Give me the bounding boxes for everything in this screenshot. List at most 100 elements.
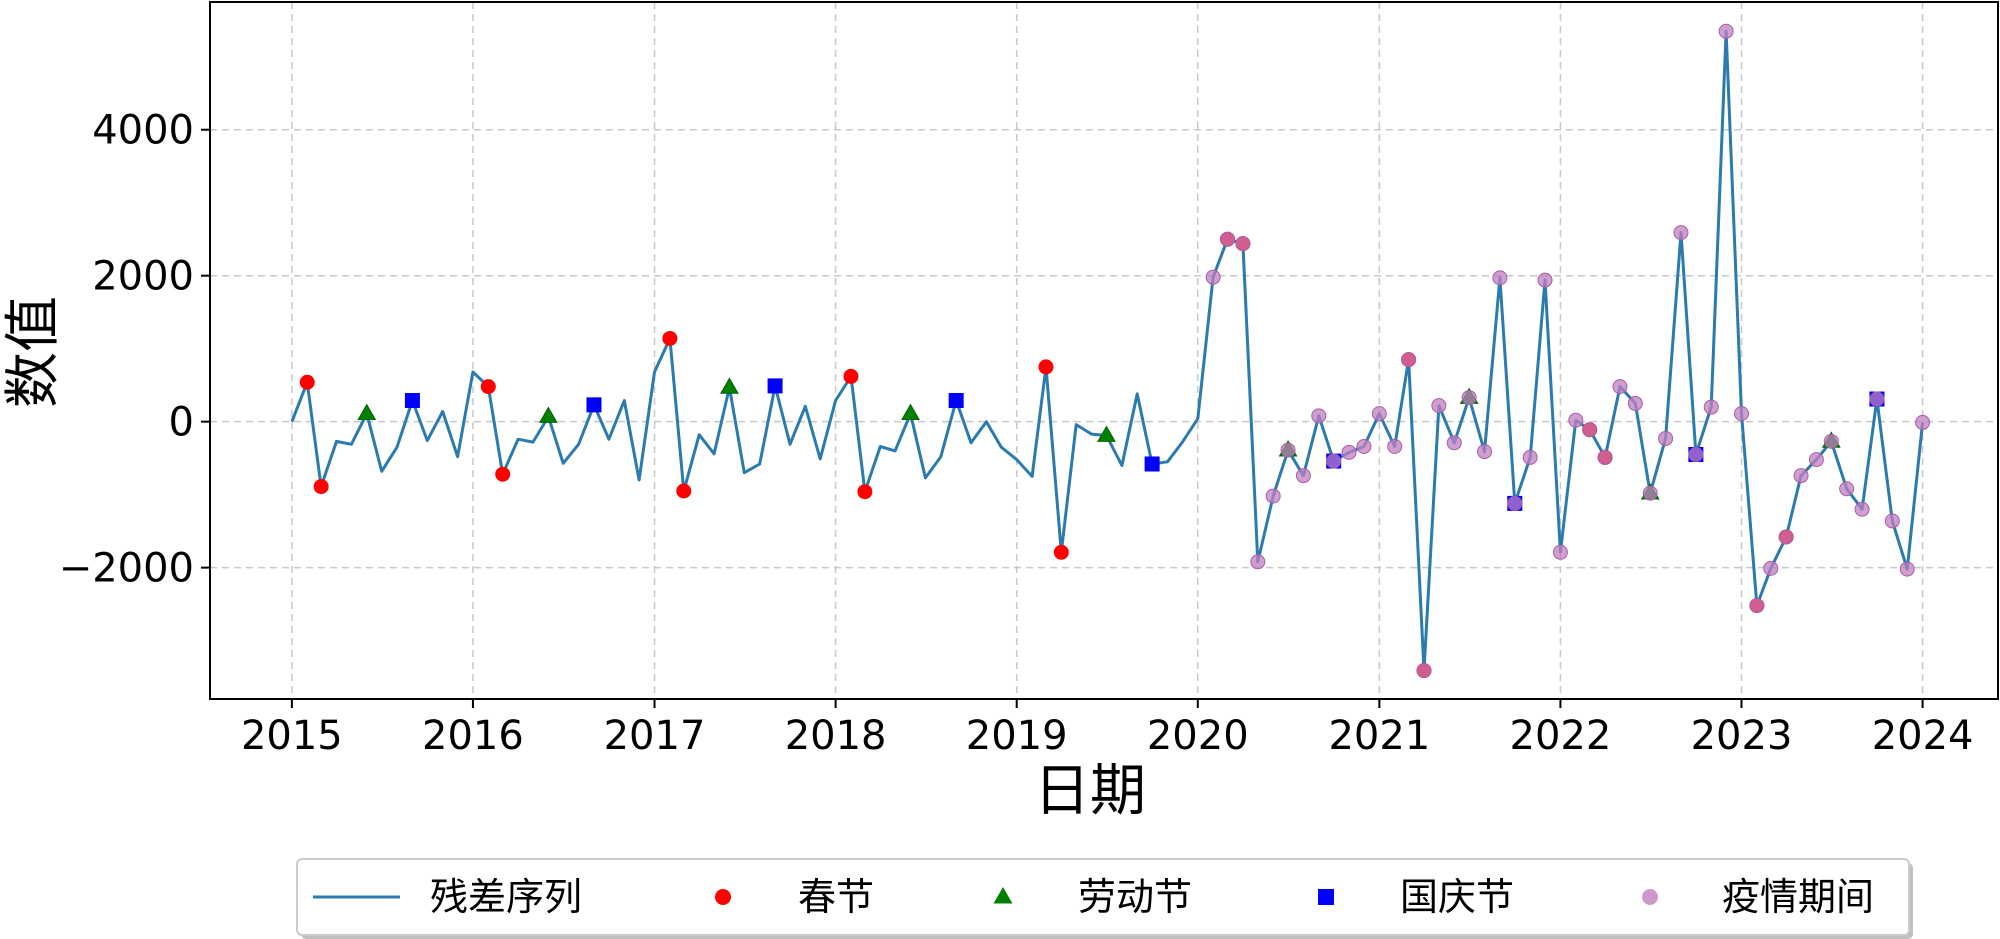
pandemic-period-marker — [1311, 408, 1327, 424]
legend-items: 残差序列 春节 劳动节 国庆节 疫情期间 — [313, 875, 1874, 919]
pandemic-period-marker — [1326, 453, 1342, 469]
x-axis-ticks: 2015 2016 2017 2018 2019 2020 2021 2022 2023 2024 — [241, 699, 1974, 759]
y-tick-label: −2000 — [59, 546, 194, 592]
legend-label-labor: 劳动节 — [1078, 875, 1192, 919]
pandemic-period-marker — [1808, 452, 1824, 468]
pandemic-period-marker — [1642, 485, 1658, 501]
legend-swatch-spring — [715, 889, 731, 905]
pandemic-period-marker — [1869, 391, 1885, 407]
pandemic-period-marker — [1658, 430, 1674, 446]
x-tick-label: 2020 — [1147, 713, 1249, 759]
y-tick-label: 4000 — [92, 108, 194, 154]
pandemic-period-marker — [1446, 435, 1462, 451]
plot-area-frame — [209, 1, 1999, 700]
x-tick-label: 2018 — [785, 713, 887, 759]
grid-lines — [210, 2, 1998, 699]
x-tick-label: 2015 — [241, 713, 343, 759]
pandemic-period-marker — [1280, 442, 1296, 458]
pandemic-period-marker — [1537, 272, 1553, 288]
pandemic-period-marker — [1763, 560, 1779, 576]
pandemic-period-marker — [1568, 412, 1584, 428]
pandemic-period-marker — [1220, 231, 1236, 247]
pandemic-period-marker — [1627, 395, 1643, 411]
x-tick-label: 2019 — [966, 713, 1068, 759]
pandemic-period-marker — [1356, 438, 1372, 454]
marker-layer — [299, 23, 1931, 679]
x-tick-label: 2022 — [1510, 713, 1612, 759]
pandemic-period-marker — [1295, 468, 1311, 484]
pandemic-period-marker — [1401, 352, 1417, 368]
x-axis-title: 日期 — [1034, 759, 1146, 824]
x-tick-label: 2017 — [604, 713, 706, 759]
x-tick-label: 2023 — [1691, 713, 1793, 759]
pandemic-period-marker — [1492, 270, 1508, 286]
spring-festival-marker — [1038, 359, 1054, 375]
pandemic-period-marker — [1688, 447, 1704, 463]
national-day-marker — [1144, 456, 1160, 472]
y-axis-ticks: −2000 0 2000 4000 — [59, 108, 210, 592]
national-day-marker — [586, 397, 602, 413]
spring-festival-marker — [299, 374, 315, 390]
pandemic-period-marker — [1341, 444, 1357, 460]
labor-day-marker — [538, 406, 558, 423]
pandemic-period-marker — [1612, 379, 1628, 395]
x-tick-label: 2021 — [1328, 713, 1430, 759]
pandemic-period-marker — [1718, 23, 1734, 39]
pandemic-period-marker — [1899, 561, 1915, 577]
pandemic-period-marker — [1597, 449, 1613, 465]
pandemic-period-marker — [1673, 225, 1689, 241]
pandemic-period-marker — [1431, 398, 1447, 414]
legend-swatch-pandemic — [1642, 889, 1658, 905]
pandemic-period-marker — [1884, 513, 1900, 529]
national-day-marker — [404, 392, 420, 408]
pandemic-period-marker — [1915, 414, 1931, 430]
spring-festival-marker — [1053, 544, 1069, 560]
pandemic-period-marker — [1235, 236, 1251, 252]
legend-label-pandemic: 疫情期间 — [1722, 875, 1874, 919]
y-tick-label: 2000 — [92, 254, 194, 300]
y-axis-title: 数值 — [1, 296, 66, 408]
pandemic-period-marker — [1552, 544, 1568, 560]
x-tick-label: 2024 — [1872, 713, 1974, 759]
national-day-marker — [767, 378, 783, 394]
pandemic-period-marker — [1854, 501, 1870, 517]
legend-box — [296, 858, 1910, 936]
pandemic-period-marker — [1250, 554, 1266, 570]
pandemic-period-marker — [1371, 406, 1387, 422]
pandemic-period-marker — [1823, 433, 1839, 449]
spring-festival-marker — [843, 368, 859, 384]
pandemic-period-marker — [1477, 444, 1493, 460]
spring-festival-marker — [662, 330, 678, 346]
spring-festival-marker — [857, 484, 873, 500]
legend-label-residual: 残差序列 — [430, 875, 582, 919]
pandemic-period-marker — [1778, 529, 1794, 545]
pandemic-period-marker — [1205, 269, 1221, 285]
pandemic-period-marker — [1416, 663, 1432, 679]
pandemic-period-marker — [1461, 390, 1477, 406]
pandemic-period-marker — [1793, 468, 1809, 484]
pandemic-period-marker — [1582, 422, 1598, 438]
labor-day-marker — [1097, 425, 1116, 442]
pandemic-period-marker — [1839, 481, 1855, 497]
legend-swatch-national — [1318, 889, 1334, 905]
pandemic-period-marker — [1734, 406, 1750, 422]
pandemic-period-marker — [1265, 488, 1281, 504]
labor-day-marker — [357, 403, 377, 420]
spring-festival-marker — [480, 379, 496, 395]
pandemic-period-marker — [1703, 399, 1719, 415]
legend-label-spring: 春节 — [798, 875, 874, 919]
pandemic-period-marker — [1387, 438, 1403, 454]
pandemic-period-marker — [1749, 598, 1765, 614]
pandemic-period-marker — [1507, 495, 1523, 511]
x-tick-label: 2016 — [422, 713, 524, 759]
spring-festival-marker — [676, 483, 692, 499]
labor-day-marker — [901, 403, 920, 420]
national-day-marker — [948, 392, 964, 408]
spring-festival-marker — [495, 466, 511, 482]
legend-label-national: 国庆节 — [1400, 875, 1514, 919]
y-tick-label: 0 — [169, 400, 194, 446]
spring-festival-marker — [313, 479, 329, 495]
pandemic-period-marker — [1522, 449, 1538, 465]
